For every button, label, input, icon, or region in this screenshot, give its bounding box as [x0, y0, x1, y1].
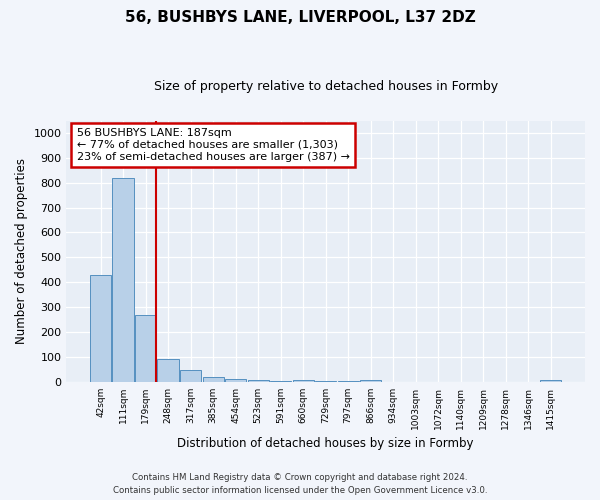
Bar — [225, 378, 247, 382]
Bar — [203, 377, 224, 382]
Title: Size of property relative to detached houses in Formby: Size of property relative to detached ho… — [154, 80, 498, 93]
Bar — [112, 178, 134, 382]
Text: Contains HM Land Registry data © Crown copyright and database right 2024.
Contai: Contains HM Land Registry data © Crown c… — [113, 474, 487, 495]
Bar — [293, 380, 314, 382]
Bar — [248, 380, 269, 382]
Bar — [135, 314, 157, 382]
Bar — [540, 380, 562, 382]
Text: 56 BUSHBYS LANE: 187sqm
← 77% of detached houses are smaller (1,303)
23% of semi: 56 BUSHBYS LANE: 187sqm ← 77% of detache… — [77, 128, 350, 162]
Text: 56, BUSHBYS LANE, LIVERPOOL, L37 2DZ: 56, BUSHBYS LANE, LIVERPOOL, L37 2DZ — [125, 10, 475, 25]
Bar — [360, 380, 382, 382]
Bar — [90, 274, 112, 382]
Bar — [180, 370, 202, 382]
X-axis label: Distribution of detached houses by size in Formby: Distribution of detached houses by size … — [178, 437, 474, 450]
Bar — [157, 360, 179, 382]
Y-axis label: Number of detached properties: Number of detached properties — [15, 158, 28, 344]
